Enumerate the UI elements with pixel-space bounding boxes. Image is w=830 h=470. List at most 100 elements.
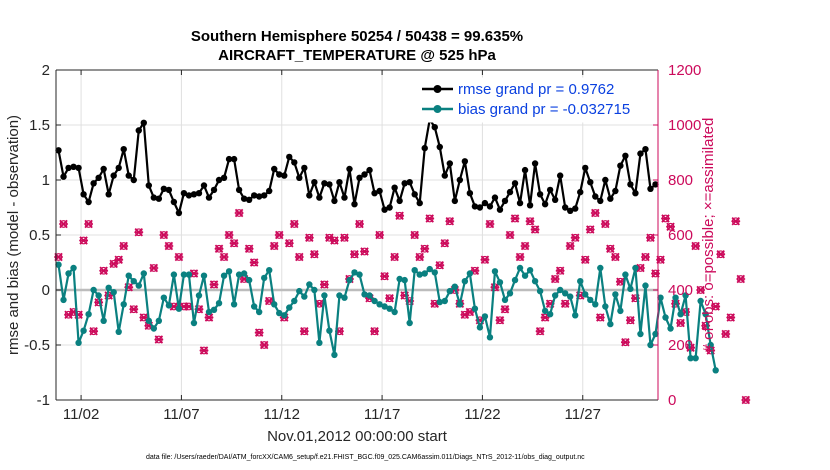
bias-point — [456, 301, 464, 308]
assimilated-obs-marker — [626, 316, 635, 325]
assimilated-obs-marker — [560, 299, 570, 308]
y-tick-label: -0.5 — [24, 337, 50, 354]
assimilated-obs-marker — [229, 239, 239, 248]
bias-point — [617, 307, 624, 315]
bias-point — [682, 292, 689, 299]
rmse-point — [281, 172, 288, 179]
rmse-point — [572, 205, 579, 212]
series-layer — [54, 116, 751, 405]
y-right-tick-label: 1200 — [668, 62, 701, 79]
bias-point — [572, 312, 579, 319]
assimilated-obs-marker — [149, 263, 159, 273]
rmse-point — [401, 180, 408, 187]
assimilated-obs-marker — [224, 230, 234, 240]
rmse-point — [321, 180, 328, 187]
bias-point — [245, 276, 253, 284]
legend-box — [417, 77, 655, 123]
bias-point — [687, 355, 694, 362]
rmse-point — [205, 194, 213, 201]
assimilated-obs-marker — [385, 294, 395, 303]
y-axis-right-label: # of obs: o=possible; ×=assimilated — [700, 118, 717, 353]
rmse-point — [210, 186, 218, 194]
bias-point — [712, 367, 719, 374]
assimilated-obs-marker — [525, 217, 535, 226]
rmse-point — [501, 197, 509, 205]
x-axis-label: Nov.01,2012 00:00:00 start — [267, 428, 448, 445]
x-tick-label: 11/07 — [163, 406, 199, 423]
rmse-point — [526, 202, 534, 209]
bias-point — [266, 267, 273, 274]
bias-point — [622, 271, 629, 278]
bias-point — [471, 305, 479, 312]
rmse-point — [436, 143, 443, 151]
bias-point — [90, 286, 97, 294]
assimilated-obs-marker — [661, 214, 670, 223]
assimilated-obs-marker — [79, 236, 88, 245]
assimilated-obs-marker — [435, 261, 445, 270]
bias-point — [271, 301, 278, 308]
bias-point — [135, 282, 142, 289]
assimilated-obs-marker — [380, 272, 389, 281]
rmse-point — [65, 164, 72, 172]
rmse-point — [471, 203, 479, 210]
rmse-point — [140, 119, 147, 127]
bias-point — [627, 285, 634, 293]
assimilated-obs-marker — [370, 327, 379, 336]
assimilated-obs-marker — [89, 327, 99, 336]
bias-point — [677, 311, 684, 318]
bias-point — [190, 319, 198, 327]
rmse-point — [180, 190, 188, 197]
rmse-point — [637, 150, 644, 157]
assimilated-obs-marker — [390, 252, 400, 262]
bias-point — [426, 265, 433, 273]
assimilated-obs-marker — [721, 329, 731, 339]
rmse-point — [110, 172, 117, 179]
rmse-point — [135, 127, 142, 134]
rmse-point — [220, 174, 228, 181]
y-right-tick-label: 400 — [668, 282, 693, 299]
bias-point — [130, 278, 137, 285]
assimilated-obs-marker — [244, 244, 254, 253]
y-right-tick-label: 0 — [668, 392, 676, 409]
assimilated-obs-marker — [550, 274, 560, 284]
bias-point — [592, 301, 599, 308]
assimilated-obs-marker — [620, 338, 630, 347]
rmse-point — [100, 165, 107, 173]
bias-point — [637, 330, 644, 338]
assimilated-obs-marker — [485, 219, 495, 229]
bias-point — [541, 307, 549, 315]
bias-point — [481, 313, 489, 320]
bias-point — [95, 292, 102, 299]
bias-point — [341, 294, 348, 301]
bias-point — [255, 308, 263, 316]
rmse-point — [120, 146, 127, 153]
bias-point — [406, 319, 413, 327]
bias-point — [521, 272, 529, 279]
bias-point — [65, 270, 72, 277]
bias-point — [100, 317, 107, 324]
y-right-tick-label: 600 — [668, 227, 693, 244]
bias-point — [511, 276, 519, 284]
rmse-point — [80, 191, 87, 198]
bias-point — [451, 283, 459, 290]
bias-point — [466, 270, 474, 277]
rmse-point — [170, 198, 178, 206]
y-tick-label: 1.5 — [29, 117, 50, 134]
legend-marker-bias — [433, 105, 442, 113]
rmse-point — [266, 187, 273, 195]
assimilated-obs-marker — [199, 346, 209, 355]
bias-point — [346, 276, 353, 284]
bias-point — [140, 270, 147, 277]
bias-point — [321, 292, 328, 299]
rmse-point — [70, 163, 77, 170]
assimilated-obs-marker — [360, 247, 369, 256]
rmse-point — [95, 174, 102, 181]
rmse-point — [416, 199, 423, 207]
rmse-point — [496, 206, 504, 213]
chart-subtitle: AIRCRAFT_TEMPERATURE @ 525 hPa — [218, 47, 496, 64]
y-tick-label: -1 — [37, 392, 50, 409]
assimilated-obs-marker — [565, 241, 575, 251]
assimilated-obs-marker — [676, 318, 685, 328]
x-tick-label: 11/17 — [364, 406, 400, 423]
rmse-point — [260, 192, 268, 199]
